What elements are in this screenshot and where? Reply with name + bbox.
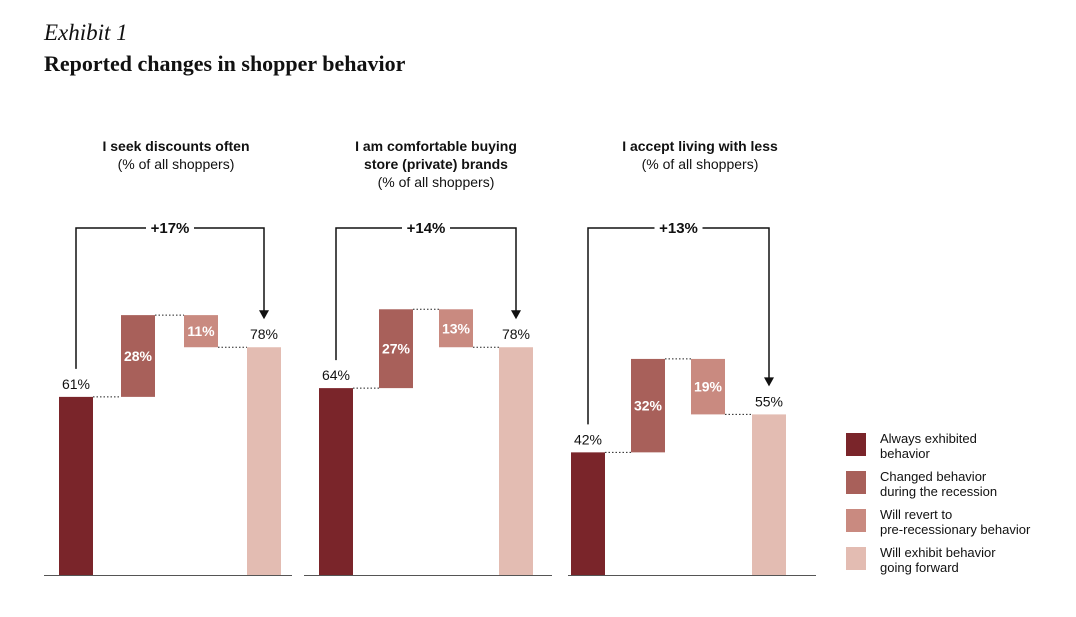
panel-subtitle: (% of all shoppers) [642,156,759,172]
value-label-revert: 13% [442,320,471,336]
bar-always [319,388,353,575]
legend-label-changed: Changed behavior [880,469,987,484]
panel-subtitle: (% of all shoppers) [378,174,495,190]
value-label-forward: 55% [755,393,783,409]
bar-changed [379,309,413,389]
bar-forward [752,414,786,575]
delta-label-bg [402,216,450,238]
value-label-changed: 32% [634,398,663,414]
bar-revert [691,358,725,415]
exhibit-label: Exhibit 1 [44,20,128,45]
legend-swatch-revert [846,509,866,532]
delta-label: +13% [659,220,698,237]
legend-label-always: Always exhibited [880,431,977,446]
bar-changed [121,315,155,397]
value-label-forward: 78% [502,326,530,342]
panel-title: store (private) brands [364,156,508,172]
value-label-always: 61% [62,376,90,392]
panel-subtitle: (% of all shoppers) [118,156,235,172]
value-label-revert: 19% [694,379,723,395]
value-label-always: 42% [574,431,602,447]
delta-bracket [75,227,265,369]
delta-bracket [587,227,770,425]
legend-swatch-forward [846,547,866,570]
panel-title: I accept living with less [622,138,778,154]
legend-label-always: behavior [880,446,931,461]
legend-label-forward: Will exhibit behavior [880,545,996,560]
legend-label-forward: going forward [880,560,959,575]
delta-arrowhead [764,377,774,387]
delta-label-bg [654,216,703,238]
delta-arrowhead [511,310,521,320]
delta-label: +17% [151,220,190,237]
bar-forward [247,347,281,575]
value-label-revert: 11% [187,323,215,339]
bar-always [59,396,93,575]
legend-label-revert: pre-recessionary behavior [880,522,1031,537]
delta-bracket [335,227,517,361]
value-label-always: 64% [322,367,350,383]
delta-arrowhead [259,310,269,320]
bar-changed [631,358,665,453]
value-label-changed: 27% [382,341,411,357]
delta-label-bg [146,216,194,238]
delta-label: +14% [407,220,446,237]
value-label-changed: 28% [124,348,153,364]
panel-title: I seek discounts often [102,138,249,154]
page-title: Reported changes in shopper behavior [44,51,406,76]
legend-swatch-changed [846,471,866,494]
panel-title: I am comfortable buying [355,138,517,154]
legend-label-revert: Will revert to [880,507,952,522]
bar-revert [439,309,473,348]
value-label-forward: 78% [250,326,278,342]
bar-always [571,452,605,575]
bar-forward [499,347,533,575]
bar-revert [184,315,218,348]
legend-label-changed: during the recession [880,484,997,499]
legend-swatch-always [846,433,866,456]
